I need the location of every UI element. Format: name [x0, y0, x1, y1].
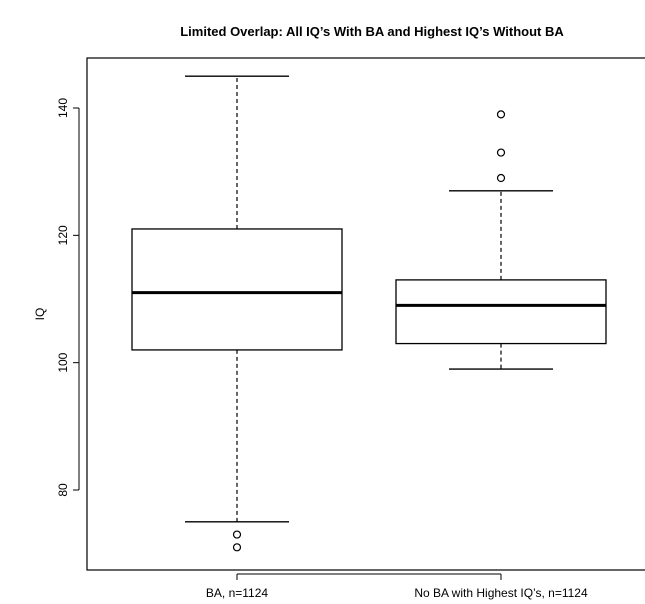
x-tick-label: BA, n=1124 [206, 586, 268, 600]
chart-title: Limited Overlap: All IQ’s With BA and Hi… [180, 24, 564, 39]
outlier-point [232, 543, 242, 552]
outlier-point [496, 148, 506, 157]
y-tick-label: 80 [56, 483, 70, 497]
iqr-box [395, 279, 607, 345]
outlier-point [232, 530, 242, 539]
box-group [395, 110, 607, 370]
y-axis-label: IQ [33, 308, 47, 321]
y-axis: 80 100 120 140 [56, 98, 80, 497]
y-tick-label: 120 [56, 225, 70, 245]
iqr-box [131, 228, 343, 351]
x-axis: BA, n=1124 No BA with Highest IQ’s, n=112… [206, 573, 588, 600]
x-tick-label: No BA with Highest IQ’s, n=1124 [414, 586, 588, 600]
boxes [131, 75, 607, 552]
y-tick-label: 140 [56, 98, 70, 118]
outlier-point [496, 173, 506, 183]
plot-frame [86, 57, 645, 571]
outlier-point [496, 110, 506, 119]
box-group [131, 75, 343, 552]
y-tick-label: 100 [56, 352, 70, 372]
